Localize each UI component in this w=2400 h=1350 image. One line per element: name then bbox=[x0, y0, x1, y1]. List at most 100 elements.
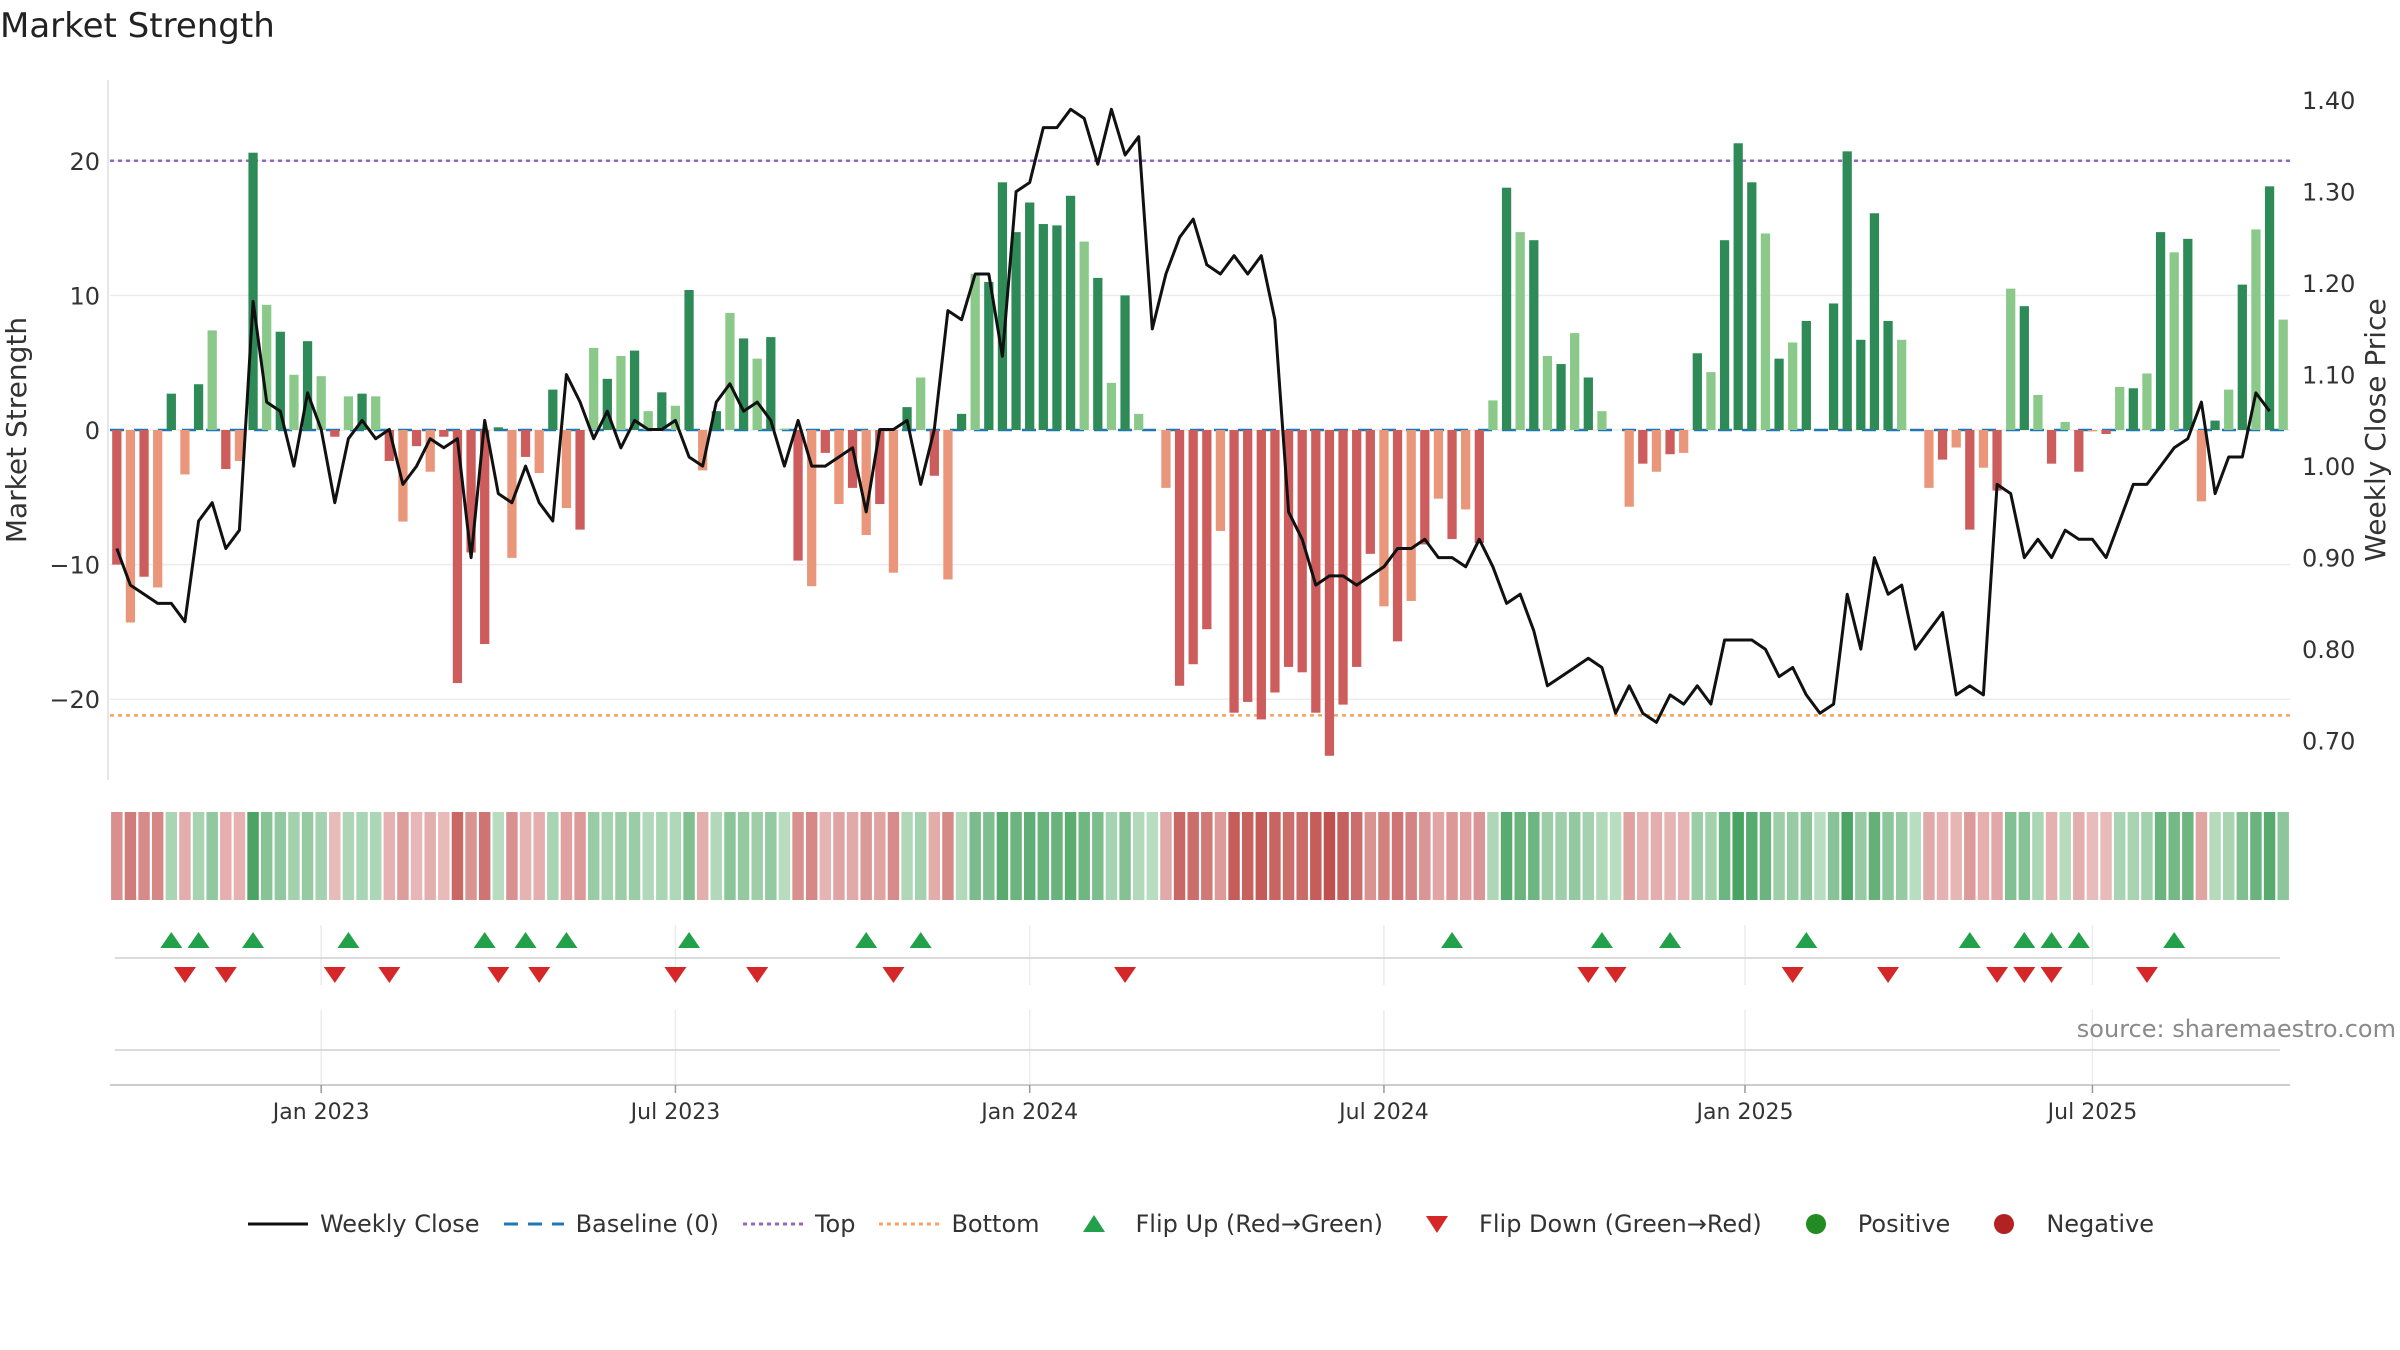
heat-cell bbox=[111, 812, 123, 900]
strength-bar bbox=[2087, 430, 2098, 432]
heat-cell bbox=[1609, 812, 1622, 900]
strength-bar bbox=[1869, 213, 1880, 430]
strength-bar bbox=[2060, 421, 2070, 430]
heat-cell bbox=[1650, 812, 1663, 900]
strength-bar bbox=[439, 430, 449, 437]
heat-cell bbox=[1023, 812, 1036, 900]
strength-bar bbox=[2210, 420, 2220, 430]
heat-cell bbox=[874, 812, 886, 900]
strength-bar bbox=[1570, 333, 1580, 430]
heat-cell bbox=[1732, 812, 1744, 900]
heat-cell bbox=[492, 812, 505, 900]
heat-cell bbox=[1555, 812, 1567, 900]
strength-bar bbox=[1842, 151, 1852, 430]
heat-cell bbox=[2209, 812, 2221, 900]
strength-bar bbox=[1352, 430, 1362, 667]
heat-cell bbox=[1923, 812, 1935, 900]
strength-bar bbox=[2196, 430, 2207, 502]
strength-bar bbox=[766, 337, 776, 430]
flip-down-marker bbox=[1781, 967, 1804, 983]
strength-bar bbox=[2224, 389, 2234, 430]
flip-up-marker bbox=[1441, 932, 1464, 948]
flip-down-marker bbox=[173, 967, 196, 983]
strength-bar bbox=[1324, 430, 1335, 756]
flip-up-marker bbox=[187, 932, 210, 948]
flip-up-marker bbox=[1958, 932, 1981, 948]
strength-bar bbox=[997, 182, 1008, 430]
strength-bar bbox=[711, 411, 721, 430]
heat-cell bbox=[2113, 812, 2126, 900]
strength-bar bbox=[1556, 364, 1566, 430]
legend-item: Bottom bbox=[877, 1210, 1040, 1238]
strength-bar bbox=[180, 430, 190, 475]
x-axis: Jan 2023 Jul 2023 Jan 2024 Jul 2024 Jan 2025… bbox=[110, 1084, 2290, 1125]
x-tick-label: Jan 2023 bbox=[271, 1100, 370, 1125]
heat-cell bbox=[792, 812, 804, 900]
strength-bar bbox=[725, 312, 735, 430]
heat-cell bbox=[2127, 812, 2140, 900]
heat-cell bbox=[1964, 812, 1976, 900]
heat-cell bbox=[737, 812, 750, 900]
strength-bar bbox=[1188, 430, 1198, 665]
strength-bar bbox=[2251, 229, 2261, 430]
heat-cell bbox=[1405, 812, 1417, 900]
strength-bar bbox=[1202, 430, 1212, 630]
strength-bar bbox=[1106, 382, 1117, 430]
strength-bar bbox=[1134, 413, 1144, 430]
strength-bar bbox=[1379, 430, 1389, 607]
heat-cell bbox=[1446, 812, 1458, 900]
strength-bar bbox=[1992, 430, 2002, 491]
legend-key bbox=[1994, 1214, 2015, 1234]
heat-cell bbox=[1010, 812, 1022, 900]
strength-bar bbox=[602, 378, 612, 430]
y2-tick-label: 1.40 bbox=[2302, 87, 2355, 115]
heat-cell bbox=[642, 812, 654, 900]
heat-cell bbox=[1664, 812, 1676, 900]
flip-down-marker bbox=[487, 967, 510, 983]
strength-bar bbox=[452, 430, 463, 684]
heat-cell bbox=[615, 812, 627, 900]
strength-bar bbox=[1120, 295, 1130, 430]
heat-cell bbox=[901, 812, 913, 900]
legend-item: Flip Down (Green→Red) bbox=[1405, 1210, 1762, 1238]
legend-key bbox=[742, 1222, 803, 1226]
legend-key bbox=[503, 1222, 564, 1226]
heat-cell bbox=[1201, 812, 1213, 900]
heat-cell bbox=[942, 812, 954, 900]
heat-cell bbox=[1541, 812, 1554, 900]
heat-cell bbox=[969, 812, 981, 900]
strength-bar bbox=[1597, 411, 1607, 430]
heat-cell bbox=[1868, 812, 1881, 900]
strength-bar bbox=[125, 430, 136, 623]
y-tick-label: 10 bbox=[69, 282, 100, 310]
heat-cell bbox=[833, 812, 845, 900]
heat-cell bbox=[996, 812, 1009, 900]
strength-bar bbox=[1270, 430, 1280, 693]
y-tick-label: −20 bbox=[49, 686, 100, 714]
strength-bar bbox=[1093, 277, 1103, 430]
legend-key bbox=[1805, 1214, 1826, 1234]
heat-cell bbox=[724, 812, 736, 900]
flip-down-marker bbox=[882, 967, 905, 983]
flip-up-marker bbox=[2040, 932, 2063, 948]
legend-key bbox=[247, 1222, 308, 1226]
strength-bar bbox=[343, 396, 354, 430]
heat-cell bbox=[233, 812, 246, 900]
heat-cell bbox=[2004, 812, 2017, 900]
strength-bar bbox=[1229, 430, 1239, 713]
heat-cell bbox=[1786, 812, 1799, 900]
heat-cell bbox=[1051, 812, 1063, 900]
strength-bar bbox=[1733, 143, 1743, 430]
heat-cell bbox=[438, 812, 450, 900]
legend-key bbox=[1426, 1216, 1449, 1233]
strength-bar bbox=[2155, 232, 2166, 430]
strength-bar bbox=[1501, 187, 1512, 430]
heat-cell bbox=[397, 812, 409, 900]
y-tick-label: 0 bbox=[85, 417, 100, 445]
flip-down-marker bbox=[323, 967, 346, 983]
legend: Weekly Close Baseline (0) Top Bottom Flip Up… bbox=[0, 1210, 2400, 1238]
flip-up-marker bbox=[2013, 932, 2036, 948]
legend-item: Top bbox=[741, 1210, 855, 1238]
strength-bar bbox=[902, 407, 912, 430]
flip-down-marker bbox=[1877, 967, 1900, 983]
